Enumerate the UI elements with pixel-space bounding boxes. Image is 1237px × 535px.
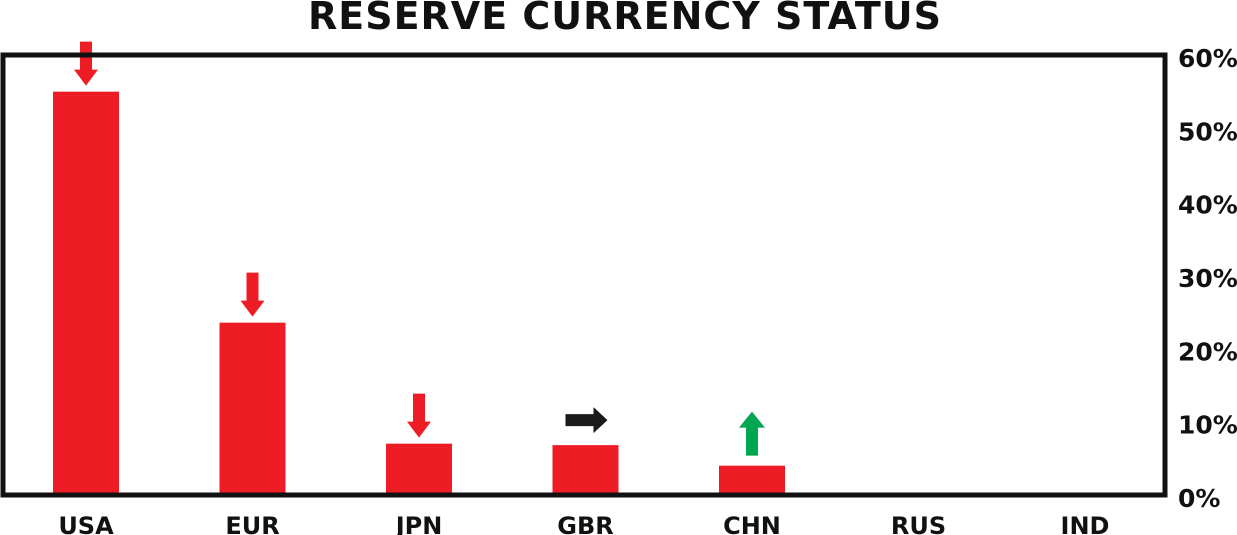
bars-layer <box>53 91 785 496</box>
y-tick-label: 0% <box>1178 484 1220 513</box>
y-tick-label: 60% <box>1178 44 1237 73</box>
category-label-ind: IND <box>1061 512 1110 535</box>
y-tick-label: 40% <box>1178 191 1237 220</box>
category-labels: USA EUR JPN GBR CHN RUS IND <box>58 512 1109 535</box>
category-label-chn: CHN <box>723 512 781 535</box>
bar-gbr <box>552 445 619 495</box>
trend-arrow-down-jpn <box>407 393 431 438</box>
plot-frame <box>0 52 1168 498</box>
trend-arrows-layer <box>74 41 765 456</box>
y-tick-label: 20% <box>1178 337 1237 366</box>
bar-usa <box>53 91 119 496</box>
bar-jpn <box>386 443 452 495</box>
y-axis-ticks: 0% 10% 20% 30% 40% 50% 60% <box>1178 44 1237 513</box>
trend-arrow-flat-gbr <box>565 407 608 434</box>
y-tick-label: 30% <box>1178 264 1237 293</box>
category-label-usa: USA <box>58 512 114 535</box>
trend-arrow-down-eur <box>240 272 265 317</box>
trend-arrow-down-usa <box>74 41 98 86</box>
category-label-jpn: JPN <box>394 512 443 535</box>
trend-arrow-up-chn <box>739 411 765 456</box>
y-tick-label: 50% <box>1178 117 1237 146</box>
category-label-rus: RUS <box>891 512 946 535</box>
category-label-eur: EUR <box>225 512 279 535</box>
y-tick-label: 10% <box>1178 411 1237 440</box>
bar-chn <box>719 465 785 495</box>
category-label-gbr: GBR <box>557 512 613 535</box>
bar-eur <box>219 322 286 495</box>
chart-title: RESERVE CURRENCY STATUS <box>307 0 942 38</box>
